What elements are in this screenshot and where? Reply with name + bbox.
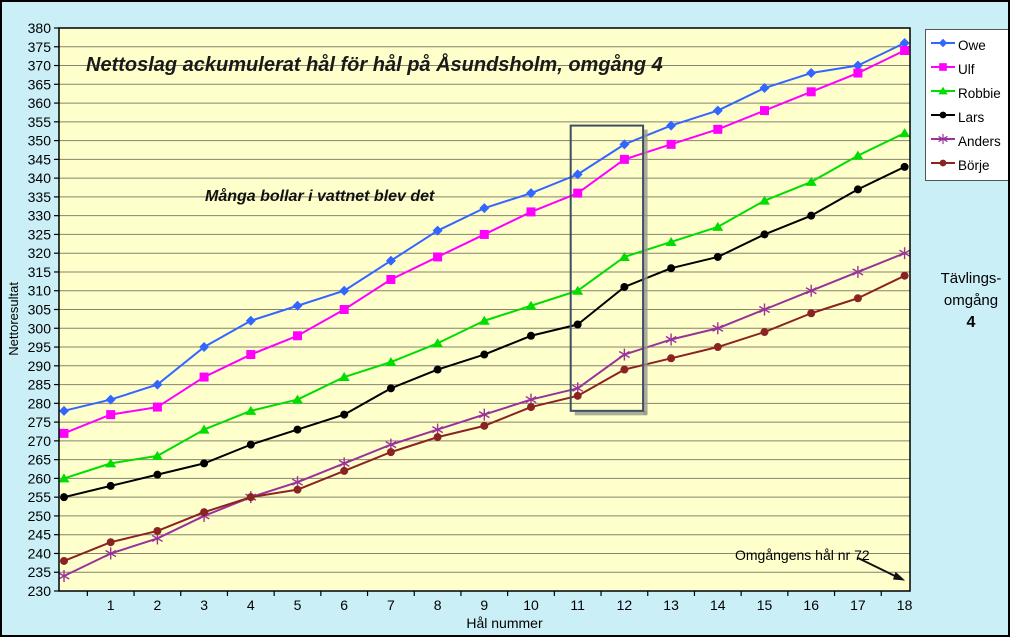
- side-label-line2: omgång: [943, 292, 999, 309]
- x-tick-label: 3: [200, 597, 208, 613]
- plot-frame: [58, 27, 911, 592]
- y-tick-label: 335: [28, 189, 52, 205]
- x-tick-label: 5: [294, 597, 302, 613]
- legend-item-borje: Börje: [930, 155, 1006, 175]
- legend-marker-anders: [930, 132, 956, 151]
- y-tick-label: 310: [28, 283, 52, 299]
- y-tick-label: 365: [28, 76, 52, 92]
- x-tick-label: 14: [710, 597, 726, 613]
- y-tick-label: 270: [28, 433, 52, 449]
- x-tick-label: 18: [897, 597, 913, 613]
- legend-marker-borje: [930, 156, 956, 175]
- y-tick-label: 275: [28, 414, 52, 430]
- x-tick-label: 15: [757, 597, 773, 613]
- y-tick-label: 340: [28, 170, 52, 186]
- y-tick-label: 355: [28, 114, 52, 130]
- y-axis: 230 235 240 245 250 255 260 265 270 275 280 285 290 2…: [28, 20, 59, 599]
- x-axis-title: Hål nummer: [466, 615, 543, 631]
- x-tick-label: 16: [803, 597, 819, 613]
- legend-label: Lars: [958, 109, 985, 125]
- chart-title: Nettoslag ackumulerat hål för hål på Åsu…: [86, 54, 663, 76]
- chart-annotation: Många bollar i vattnet blev det: [205, 188, 435, 205]
- side-label-round-number: 4: [966, 314, 976, 331]
- y-tick-label: 235: [28, 564, 52, 580]
- x-tick-label: 2: [154, 597, 162, 613]
- y-tick-label: 245: [28, 527, 52, 543]
- series-owe: [59, 38, 910, 416]
- legend: Owe Ulf Robbie Lars Anders Börje: [925, 29, 1008, 181]
- y-tick-label: 360: [28, 95, 52, 111]
- triangle-marker-icon: [931, 86, 955, 94]
- x-tick-label: 8: [434, 597, 442, 613]
- x-tick-label: 10: [523, 597, 539, 613]
- x-tick-label: 4: [247, 597, 255, 613]
- x-axis: 1 2 3 4 5 6 7 8 9 10 11 12 13 14 15 16 17 18: [86, 591, 913, 613]
- y-tick-label: 230: [28, 583, 52, 599]
- legend-label: Anders: [958, 133, 1001, 149]
- x-tick-label: 13: [663, 597, 679, 613]
- circle-marker-icon: [931, 111, 955, 118]
- y-tick-label: 305: [28, 302, 52, 318]
- x-tick-label: 9: [480, 597, 488, 613]
- x-tick-label: 7: [387, 597, 395, 613]
- series-lars: [60, 162, 909, 502]
- y-tick-label: 350: [28, 133, 52, 149]
- side-label: Tävlings- omgång 4: [924, 268, 1008, 334]
- y-tick-label: 240: [28, 545, 52, 561]
- y-tick-label: 345: [28, 151, 52, 167]
- y-tick-label: 380: [28, 20, 52, 36]
- series-robbie: [58, 128, 911, 483]
- x-tick-label: 1: [107, 597, 115, 613]
- y-tick-label: 370: [28, 58, 52, 74]
- legend-marker-ulf: [930, 60, 956, 79]
- y-tick-label: 330: [28, 208, 52, 224]
- legend-label: Börje: [958, 157, 990, 173]
- legend-item-anders: Anders: [930, 131, 1006, 151]
- y-axis-title: Nettoresultat: [6, 282, 21, 356]
- square-marker-icon: [931, 62, 955, 71]
- circle-marker-icon: [931, 159, 955, 166]
- legend-label: Robbie: [958, 85, 1001, 101]
- legend-item-lars: Lars: [930, 107, 1006, 127]
- legend-marker-owe: [930, 36, 956, 55]
- y-tick-label: 295: [28, 339, 52, 355]
- y-tick-label: 260: [28, 470, 52, 486]
- side-label-line1: Tävlings-: [940, 270, 1002, 287]
- x-tick-label: 17: [850, 597, 866, 613]
- y-tick-label: 320: [28, 245, 52, 261]
- legend-marker-robbie: [930, 84, 956, 103]
- y-tick-label: 285: [28, 377, 52, 393]
- diamond-marker-icon: [931, 38, 955, 47]
- legend-item-robbie: Robbie: [930, 83, 1006, 103]
- y-tick-label: 290: [28, 358, 52, 374]
- legend-label: Owe: [958, 37, 986, 53]
- x-tick-label: 11: [570, 597, 585, 613]
- y-tick-label: 300: [28, 320, 52, 336]
- legend-item-ulf: Ulf: [930, 59, 1006, 79]
- highlight-box: [569, 124, 648, 416]
- callout-arrow: [857, 557, 905, 581]
- y-tick-label: 280: [28, 395, 52, 411]
- y-tick-label: 250: [28, 508, 52, 524]
- series-börje: [60, 271, 909, 565]
- series-ulf: [59, 46, 910, 438]
- legend-label: Ulf: [958, 61, 975, 77]
- y-tick-label: 325: [28, 226, 52, 242]
- y-tick-label: 265: [28, 452, 52, 468]
- x-tick-label: 6: [340, 597, 348, 613]
- y-tick-label: 315: [28, 264, 52, 280]
- callout-text: Omgångens hål nr 72: [735, 547, 870, 563]
- legend-marker-lars: [930, 108, 956, 127]
- legend-item-owe: Owe: [930, 35, 1006, 55]
- y-tick-label: 255: [28, 489, 52, 505]
- asterisk-marker-icon: [931, 133, 955, 144]
- y-tick-label: 375: [28, 39, 52, 55]
- x-tick-label: 12: [617, 597, 633, 613]
